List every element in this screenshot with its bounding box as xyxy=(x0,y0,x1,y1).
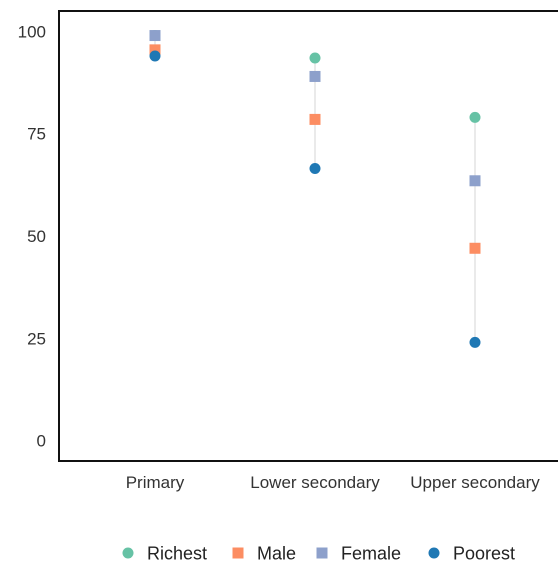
poorest-point-primary xyxy=(149,50,161,62)
male-point-upper-secondary xyxy=(469,242,481,254)
legend-item-richest: Richest xyxy=(122,544,207,562)
x-tick-label-lower-secondary: Lower secondary xyxy=(250,473,380,492)
legend: Richest Male Female Poorest xyxy=(122,544,515,562)
data-markers xyxy=(149,30,481,348)
legend-marker-poorest xyxy=(428,547,440,559)
legend-label-female: Female xyxy=(341,544,401,562)
y-tick-label-100: 100 xyxy=(18,22,46,41)
y-tick-label-0: 0 xyxy=(37,432,46,451)
legend-item-male: Male xyxy=(232,544,296,562)
plot-frame xyxy=(58,10,558,462)
x-axis-ticks: Primary Lower secondary Upper secondary xyxy=(126,473,541,492)
legend-label-male: Male xyxy=(257,544,296,562)
richest-point-upper-secondary xyxy=(469,111,481,123)
y-axis-ticks: 0 25 50 75 100 xyxy=(18,22,46,450)
legend-label-richest: Richest xyxy=(147,544,207,562)
y-tick-label-25: 25 xyxy=(27,329,46,348)
poorest-point-lower-secondary xyxy=(309,163,321,174)
female-point-lower-secondary xyxy=(309,70,321,82)
male-point-primary xyxy=(149,44,161,56)
poorest-point-upper-secondary xyxy=(469,336,481,348)
richest-point-lower-secondary xyxy=(309,52,321,64)
legend-label-poorest: Poorest xyxy=(453,544,515,562)
female-point-primary xyxy=(149,30,161,42)
x-tick-label-primary: Primary xyxy=(126,473,185,492)
legend-item-poorest: Poorest xyxy=(428,544,515,562)
female-point-upper-secondary xyxy=(469,175,481,187)
y-tick-label-75: 75 xyxy=(27,125,46,144)
y-tick-label-50: 50 xyxy=(27,227,46,246)
male-point-lower-secondary xyxy=(309,113,321,125)
legend-marker-male xyxy=(232,547,244,559)
legend-marker-richest xyxy=(122,547,134,559)
legend-marker-female xyxy=(316,547,328,559)
legend-item-female: Female xyxy=(316,544,401,562)
x-tick-label-upper-secondary: Upper secondary xyxy=(410,473,540,492)
